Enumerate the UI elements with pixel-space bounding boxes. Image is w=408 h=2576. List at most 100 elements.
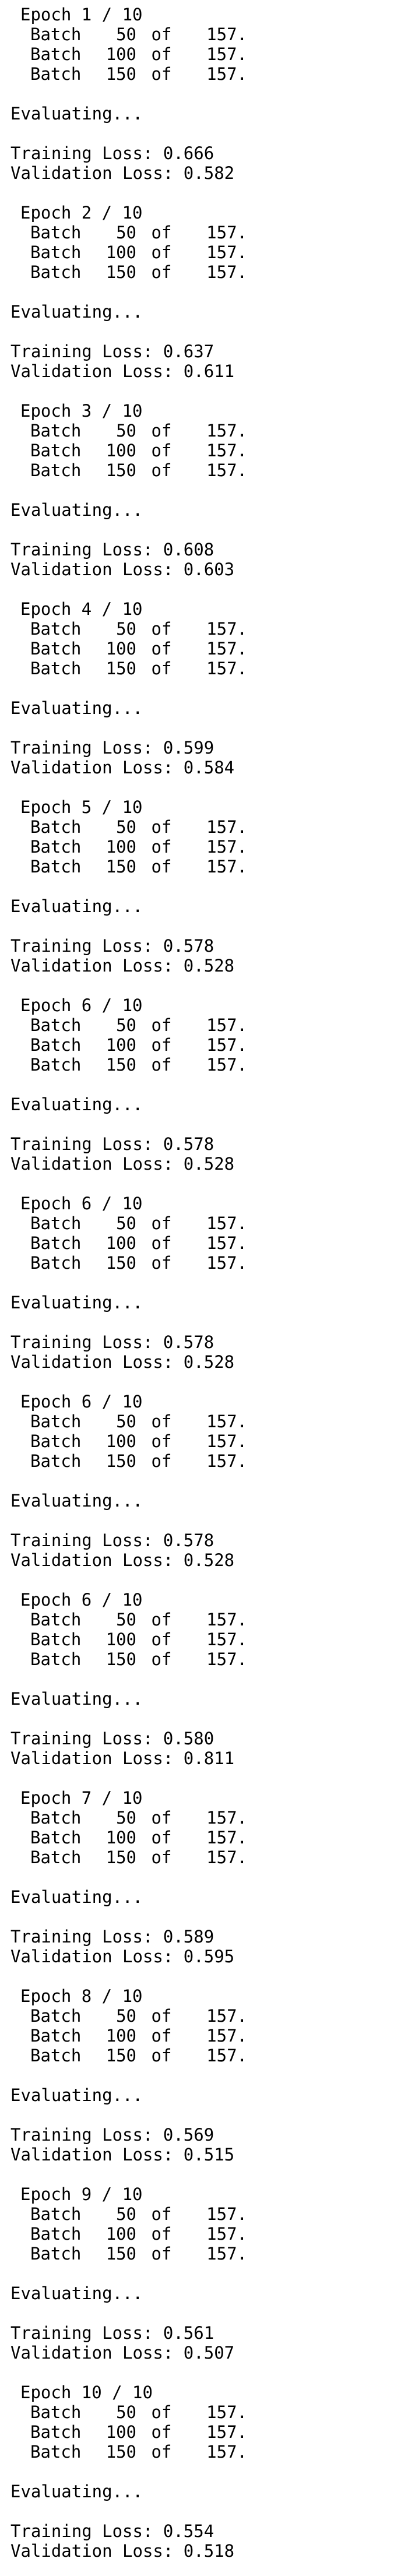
of-label: of (151, 857, 172, 877)
blank-line (10, 1768, 401, 1788)
training-loss-line: Training Loss: 0.666 (10, 143, 214, 163)
batch-number: 100 (105, 44, 136, 64)
batch-total: 157. (206, 2244, 247, 2264)
batch-progress-line: Batch 50 of 157. (10, 24, 401, 44)
batch-progress-line: Batch 100 of 157. (10, 242, 401, 262)
blank-line (10, 381, 401, 401)
batch-number: 150 (105, 1451, 136, 1471)
batch-label: Batch (30, 817, 82, 837)
blank-line (10, 1570, 401, 1590)
batch-label: Batch (30, 2402, 82, 2422)
batch-label: Batch (30, 1649, 82, 1669)
batch-progress-line: Batch 100 of 157. (10, 1828, 401, 1847)
blank-line (10, 1471, 401, 1491)
batch-label: Batch (30, 460, 82, 480)
blank-line (10, 124, 401, 143)
batch-total: 157. (206, 242, 247, 262)
of-label: of (151, 1431, 172, 1451)
batch-number: 150 (105, 857, 136, 877)
of-label: of (151, 1233, 172, 1253)
batch-total: 157. (206, 44, 247, 64)
batch-number: 100 (105, 2026, 136, 2046)
blank-line (10, 2165, 401, 2184)
of-label: of (151, 619, 172, 639)
of-label: of (151, 1808, 172, 1828)
batch-number: 50 (116, 619, 136, 639)
batch-total: 157. (206, 1431, 247, 1451)
blank-line (10, 1867, 401, 1887)
of-label: of (151, 460, 172, 480)
batch-label: Batch (30, 2026, 82, 2046)
evaluating-status: Evaluating... (10, 302, 143, 322)
batch-label: Batch (30, 2224, 82, 2244)
batch-number: 150 (105, 1847, 136, 1867)
evaluating-status: Evaluating... (10, 104, 143, 124)
blank-line (10, 579, 401, 599)
batch-number: 100 (105, 1630, 136, 1649)
batch-number: 50 (116, 2204, 136, 2224)
batch-label: Batch (30, 1610, 82, 1630)
evaluating-status: Evaluating... (10, 2085, 143, 2105)
evaluating-status: Evaluating... (10, 1689, 143, 1709)
batch-number: 50 (116, 1412, 136, 1431)
epoch-block: Epoch 2 / 10 Batch 50 of 157. Batch 100 of 157. B… (10, 203, 401, 401)
validation-loss-line: Validation Loss: 0.528 (10, 1352, 235, 1372)
batch-label: Batch (30, 1451, 82, 1471)
batch-total: 157. (206, 837, 247, 857)
of-label: of (151, 441, 172, 460)
of-label: of (151, 2442, 172, 2462)
batch-number: 50 (116, 421, 136, 441)
batch-label: Batch (30, 441, 82, 460)
batch-total: 157. (206, 1015, 247, 1035)
batch-number: 150 (105, 1253, 136, 1273)
batch-progress-line: Batch 150 of 157. (10, 460, 401, 480)
batch-total: 157. (206, 639, 247, 659)
of-label: of (151, 1610, 172, 1630)
batch-label: Batch (30, 262, 82, 282)
batch-progress-line: Batch 100 of 157. (10, 441, 401, 460)
validation-loss-line: Validation Loss: 0.584 (10, 758, 235, 777)
validation-loss-line: Validation Loss: 0.528 (10, 956, 235, 976)
batch-number: 50 (116, 2402, 136, 2422)
evaluating-status: Evaluating... (10, 1293, 143, 1312)
evaluating-status: Evaluating... (10, 1887, 143, 1907)
batch-number: 50 (116, 1610, 136, 1630)
batch-total: 157. (206, 2402, 247, 2422)
batch-number: 150 (105, 1649, 136, 1669)
batch-progress-line: Batch 100 of 157. (10, 837, 401, 857)
epoch-header: Epoch 1 / 10 (20, 5, 143, 24)
epoch-block: Epoch 6 / 10 Batch 50 of 157. Batch 100 of 157. B… (10, 1590, 401, 1788)
epoch-header: Epoch 6 / 10 (20, 1392, 143, 1412)
of-label: of (151, 817, 172, 837)
batch-number: 50 (116, 1015, 136, 1035)
training-loss-line: Training Loss: 0.554 (10, 2521, 214, 2541)
batch-total: 157. (206, 857, 247, 877)
training-loss-line: Training Loss: 0.578 (10, 1332, 214, 1352)
batch-number: 50 (116, 223, 136, 242)
batch-total: 157. (206, 1828, 247, 1847)
epoch-header: Epoch 6 / 10 (20, 995, 143, 1015)
blank-line (10, 183, 401, 203)
blank-line (10, 1511, 401, 1530)
of-label: of (151, 1213, 172, 1233)
epoch-header: Epoch 2 / 10 (20, 203, 143, 223)
batch-progress-line: Batch 100 of 157. (10, 639, 401, 659)
blank-line (10, 2462, 401, 2482)
batch-progress-line: Batch 150 of 157. (10, 1649, 401, 1669)
batch-number: 100 (105, 1035, 136, 1055)
batch-progress-line: Batch 50 of 157. (10, 223, 401, 242)
batch-number: 100 (105, 2422, 136, 2442)
batch-progress-line: Batch 50 of 157. (10, 421, 401, 441)
of-label: of (151, 1630, 172, 1649)
batch-total: 157. (206, 1412, 247, 1431)
batch-total: 157. (206, 619, 247, 639)
blank-line (10, 777, 401, 797)
batch-progress-line: Batch 50 of 157. (10, 2006, 401, 2026)
blank-line (10, 282, 401, 302)
of-label: of (151, 2402, 172, 2422)
batch-label: Batch (30, 2244, 82, 2264)
blank-line (10, 1372, 401, 1392)
batch-label: Batch (30, 2442, 82, 2462)
batch-total: 157. (206, 1253, 247, 1273)
training-loss-line: Training Loss: 0.578 (10, 936, 214, 956)
